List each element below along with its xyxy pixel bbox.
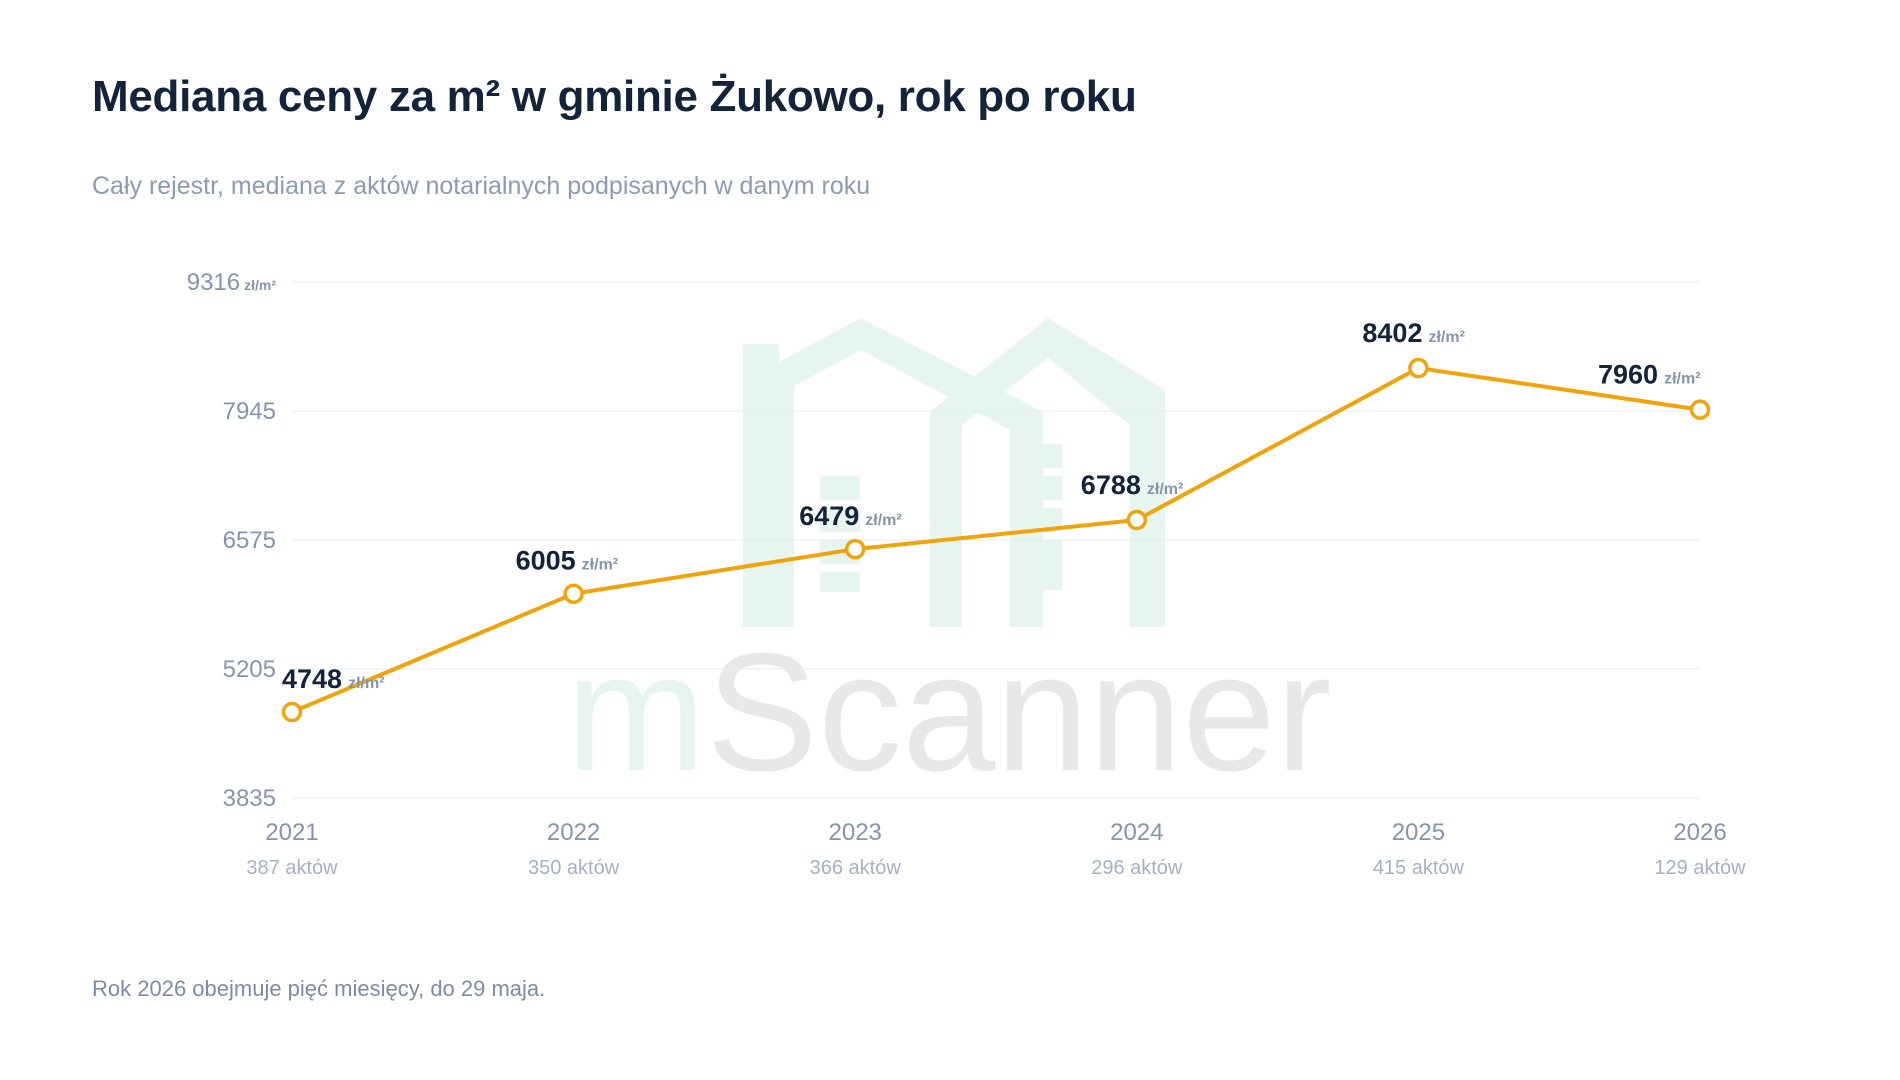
- y-tick-value: 5205: [223, 656, 276, 683]
- data-label-unit: zł/m²: [1147, 481, 1183, 498]
- x-tick-count-2023: 366 aktów: [810, 857, 902, 879]
- x-tick-count-2026: 129 aktów: [1654, 857, 1746, 879]
- y-tick-label-5205: 5205: [223, 656, 276, 683]
- y-tick-value: 7945: [223, 398, 276, 425]
- series-line: [290, 366, 1702, 715]
- data-label-unit: zł/m²: [1664, 371, 1700, 388]
- y-tick-value: 3835: [223, 785, 276, 812]
- y-axis: 3835 5205 6575 7945 9316 zł/m²: [187, 269, 277, 812]
- data-point-2021: [281, 701, 303, 723]
- watermark-suffix: Scanner: [706, 618, 1332, 806]
- data-label-unit: zł/m²: [865, 512, 901, 529]
- chart-footnote: Rok 2026 obejmuje pięć miesięcy, do 29 m…: [92, 976, 546, 1001]
- x-tick-count-2022: 350 aktów: [528, 857, 620, 879]
- y-tick-label-6575: 6575: [223, 527, 276, 554]
- data-label-value: 6788: [1081, 470, 1141, 500]
- chart-title: Mediana ceny za m² w gminie Żukowo, rok …: [92, 72, 1137, 121]
- logo-window-1: [820, 508, 860, 532]
- data-label-value: 4748: [282, 664, 342, 694]
- data-label-2022: 6005 zł/m²: [516, 546, 619, 576]
- x-tick-label-2021: 2021: [265, 819, 318, 846]
- data-point-2025: [1408, 357, 1429, 379]
- y-tick-value: 6575: [223, 527, 276, 554]
- data-label-2024: 6788 zł/m²: [1081, 470, 1184, 500]
- data-label-value: 6005: [516, 546, 576, 576]
- watermark-text: mScanner: [566, 618, 1332, 806]
- data-label-2023: 6479 zł/m²: [799, 501, 902, 531]
- x-tick-count-2021: 387 aktów: [246, 857, 338, 879]
- logo-window-4: [1034, 444, 1062, 468]
- data-point-2023: [844, 538, 866, 560]
- data-label-value: 6479: [799, 501, 859, 531]
- grid-lines: [292, 281, 1700, 799]
- chart-subtitle: Cały rejestr, mediana z aktów notarialny…: [92, 172, 871, 200]
- logo-window-3: [820, 572, 860, 592]
- data-point-2026: [1689, 399, 1711, 420]
- x-tick-label-2022: 2022: [547, 819, 600, 846]
- data-label-unit: zł/m²: [582, 557, 618, 574]
- logo-house-right: [930, 318, 1165, 627]
- x-axis: 2021 387 aktów 2022 350 aktów 2023 366 aktów 2…: [246, 819, 1746, 879]
- data-label-2021: 4748 zł/m²: [282, 664, 385, 694]
- data-label-2025: 8402 zł/m²: [1362, 318, 1465, 348]
- y-tick-value: 9316: [187, 269, 240, 296]
- data-label-unit: zł/m²: [348, 675, 384, 692]
- x-tick-label-2026: 2026: [1673, 819, 1726, 846]
- watermark: mScanner: [566, 318, 1332, 806]
- x-tick-label-2024: 2024: [1110, 819, 1163, 846]
- watermark-prefix: m: [566, 618, 706, 806]
- data-label-value: 8402: [1362, 318, 1422, 348]
- data-label-unit: zł/m²: [1428, 329, 1464, 346]
- data-point-2022: [563, 583, 584, 604]
- x-tick-count-2024: 296 aktów: [1091, 857, 1183, 879]
- x-tick-count-2025: 415 aktów: [1373, 857, 1465, 879]
- data-point-2024: [1126, 509, 1148, 531]
- logo-window-5: [1034, 476, 1062, 500]
- x-tick-label-2023: 2023: [829, 819, 882, 846]
- y-tick-label-7945: 7945: [223, 398, 276, 425]
- logo-window-8: [1034, 564, 1062, 590]
- data-label-2026: 7960 zł/m²: [1598, 360, 1701, 390]
- logo-window-7: [1034, 540, 1062, 564]
- logo-window-0: [820, 476, 860, 500]
- data-label-value: 7960: [1598, 360, 1658, 390]
- series-median-price: [290, 366, 1702, 715]
- y-tick-unit: zł/m²: [244, 277, 276, 293]
- y-tick-label-3835: 3835: [223, 785, 276, 812]
- data-points: [281, 357, 1711, 723]
- x-tick-label-2025: 2025: [1392, 819, 1445, 846]
- y-tick-label-9316: 9316 zł/m²: [187, 269, 277, 296]
